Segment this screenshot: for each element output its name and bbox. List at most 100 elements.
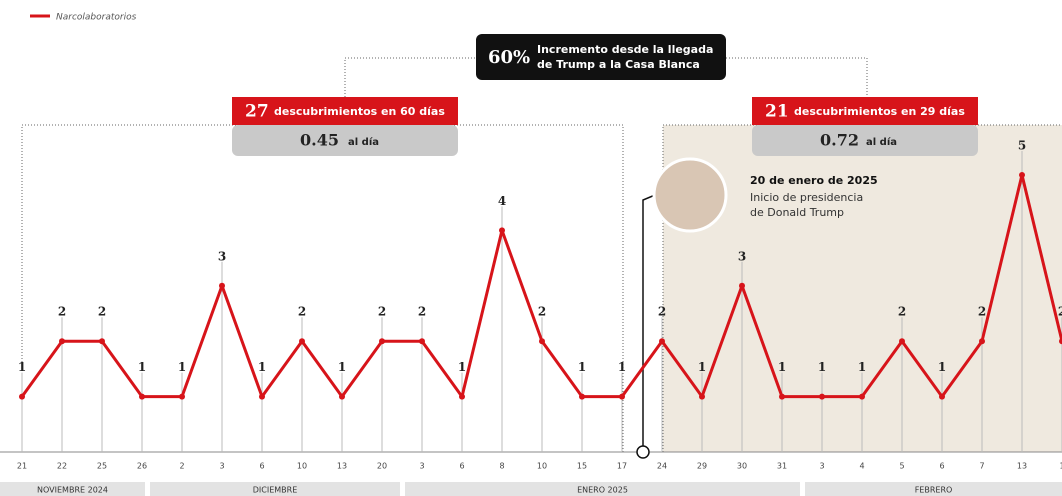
total-text: Incremento desde la llegada	[537, 43, 713, 56]
value-label: 1	[338, 360, 346, 374]
x-tick-label: 6	[459, 462, 464, 471]
event-pointer	[642, 194, 656, 452]
count: 21	[765, 102, 789, 122]
rate-text: al día	[348, 136, 379, 148]
count-box	[752, 97, 978, 125]
value-label: 1	[18, 360, 26, 374]
month-band	[405, 482, 800, 496]
x-tick-label: 13	[1017, 462, 1027, 471]
x-tick-label: 22	[57, 462, 67, 471]
total-value: 60%	[488, 47, 530, 68]
value-label: 5	[1018, 139, 1026, 153]
rate: 0.72	[820, 131, 859, 150]
event-text: Inicio de presidencia	[750, 191, 863, 204]
point	[659, 338, 665, 345]
x-tick-label: 20	[377, 462, 387, 471]
month-label: NOVIEMBRE 2024	[37, 486, 108, 495]
x-tick-label: 6	[939, 462, 944, 471]
after-box: 21 descubrimientos en 29 días 0.72 al dí…	[752, 97, 978, 156]
point	[739, 282, 745, 289]
point	[139, 393, 145, 400]
event-date: 20 de enero de 2025	[750, 174, 878, 187]
value-label: 1	[138, 360, 146, 374]
point	[499, 227, 505, 234]
x-tick-label: 31	[777, 462, 787, 471]
point	[179, 393, 185, 400]
x-tick-label: 15	[577, 462, 587, 471]
value-label: 2	[898, 305, 906, 319]
point	[459, 393, 465, 400]
x-tick-label: 10	[537, 462, 547, 471]
point	[699, 393, 705, 400]
point	[779, 393, 785, 400]
before-box: 27 descubrimientos en 60 días 0.45 al dí…	[232, 97, 458, 156]
count-text: descubrimientos en 60 días	[274, 105, 445, 118]
month-band	[805, 482, 1062, 496]
value-label: 3	[738, 249, 746, 263]
count-text: descubrimientos en 29 días	[794, 105, 965, 118]
value-label: 2	[658, 305, 666, 319]
event-text: de Donald Trump	[750, 206, 844, 219]
point	[899, 338, 905, 345]
x-tick-label: 4	[859, 462, 864, 471]
value-label: 2	[378, 305, 386, 319]
month-band	[0, 482, 145, 496]
month-label: ENERO 2025	[577, 486, 628, 495]
value-label: 1	[858, 360, 866, 374]
total-box	[476, 34, 726, 80]
point	[19, 393, 25, 400]
x-tick-label: 24	[657, 462, 667, 471]
count-box	[232, 97, 458, 125]
point	[939, 393, 945, 400]
point	[859, 393, 865, 400]
x-tick-label: 8	[499, 462, 504, 471]
value-label: 3	[218, 249, 226, 263]
x-tick-label: 2	[179, 462, 184, 471]
value-label: 4	[498, 194, 506, 208]
month-band	[150, 482, 400, 496]
point	[419, 338, 425, 345]
point	[1059, 338, 1062, 345]
point	[259, 393, 265, 400]
rate-text: al día	[866, 136, 897, 148]
value-label: 1	[938, 360, 946, 374]
value-label: 2	[1058, 305, 1062, 319]
x-tick-label: 10	[297, 462, 307, 471]
x-tick-label: 29	[697, 462, 707, 471]
value-label: 1	[698, 360, 706, 374]
x-tick-label: 17	[617, 462, 627, 471]
value-label: 1	[258, 360, 266, 374]
x-tick-label: 26	[137, 462, 147, 471]
x-tick-label: 3	[819, 462, 824, 471]
x-tick-label: 25	[97, 462, 107, 471]
point	[979, 338, 985, 345]
point	[819, 393, 825, 400]
point	[219, 282, 225, 289]
point	[299, 338, 305, 345]
value-label: 2	[978, 305, 986, 319]
rate: 0.45	[300, 131, 339, 150]
value-label: 1	[458, 360, 466, 374]
point	[99, 338, 105, 345]
value-label: 2	[298, 305, 306, 319]
month-label: DICIEMBRE	[253, 486, 298, 495]
value-label: 2	[538, 305, 546, 319]
x-tick-label: 1	[1059, 462, 1062, 471]
value-label: 1	[618, 360, 626, 374]
value-label: 2	[98, 305, 106, 319]
legend-label: Narcolaboratorios	[56, 13, 137, 23]
x-tick-label: 3	[219, 462, 224, 471]
x-tick-label: 3	[419, 462, 424, 471]
point	[339, 393, 345, 400]
rate-box	[232, 125, 458, 156]
value-label: 2	[58, 305, 66, 319]
x-tick-label: 21	[17, 462, 27, 471]
x-tick-label: 7	[979, 462, 984, 471]
point	[619, 393, 625, 400]
total-text: de Trump a la Casa Blanca	[537, 58, 700, 71]
event-marker	[636, 445, 650, 459]
count: 27	[245, 102, 269, 122]
point	[1019, 172, 1025, 178]
x-tick-label: 30	[737, 462, 747, 471]
